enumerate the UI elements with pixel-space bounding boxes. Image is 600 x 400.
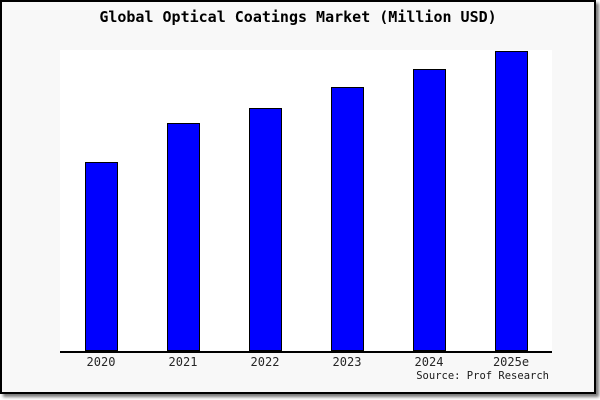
- x-tick-2023: 2023: [332, 355, 362, 369]
- bar-2023: [330, 87, 364, 351]
- x-tick-2024: 2024: [414, 355, 444, 369]
- bar-2021: [166, 123, 200, 351]
- chart-title: Global Optical Coatings Market (Million …: [99, 8, 497, 26]
- source-text: Source: Prof Research: [416, 370, 549, 382]
- x-tick-2021: 2021: [168, 355, 198, 369]
- plot-area: 2020 2021 2022 2023 2024 2025e: [60, 50, 552, 368]
- bar-2024: [412, 69, 446, 351]
- chart-frame: Global Optical Coatings Market (Million …: [0, 0, 596, 394]
- x-tick-2020: 2020: [86, 355, 116, 369]
- x-tick-2022: 2022: [250, 355, 280, 369]
- x-tick-2025e: 2025e: [492, 355, 530, 369]
- bar-2022: [248, 108, 282, 351]
- bar-2025e: [494, 51, 528, 351]
- bar-2020: [84, 162, 118, 351]
